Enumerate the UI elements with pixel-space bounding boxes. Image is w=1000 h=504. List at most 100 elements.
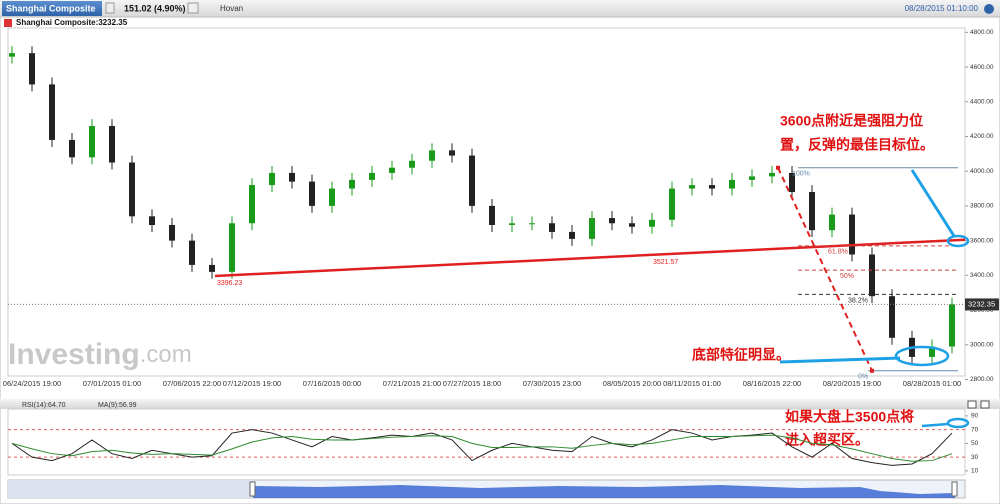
top-bar [0,0,1000,17]
timestamp: 08/28/2015 01:10:00 [905,4,979,13]
symbol-tab-label: Shanghai Composite [6,3,96,13]
fib-label: 38.2% [848,297,868,304]
highlight-ellipse [946,417,970,429]
x-tick-label: 08/11/2015 01:00 [663,379,721,388]
x-tick-label: 07/16/2015 00:00 [303,379,361,388]
candle-body [309,181,315,206]
main-layer: 4800.00 4600.00 4400.00 4200.00 4000.00 3800.… [3,29,999,388]
rsi-tick-label: 30 [971,454,979,461]
rsi-line [11,429,953,466]
fib-label: 0% [858,374,868,381]
candle-body [209,264,215,272]
x-tick-label: 07/06/2015 22:00 [163,379,221,388]
y-tick-label: 3600.00 [970,237,994,244]
candle-body [449,150,455,156]
candle-body [429,150,435,161]
x-tick-label: 07/30/2015 23:00 [523,379,581,388]
candle-body [609,218,615,224]
y-tick-label: 3000.00 [970,341,994,348]
candle-body [749,176,755,180]
x-tick-label: 08/05/2015 20:00 [603,379,661,388]
logo: Investing.com [8,338,192,371]
arrow-line [779,356,901,364]
y-tick-label: 2800.00 [970,376,994,383]
candle-body [269,172,275,186]
last-price-box [965,298,999,311]
candle-body [529,223,535,225]
candle-body [49,84,55,140]
candle-body [829,214,835,231]
last-price-label: 3232.35 [968,299,995,308]
rsi-tick-label: 50 [971,440,979,447]
candle-body [409,160,415,168]
logo-suffix: .com [140,341,192,368]
toggle[interactable] [187,2,199,14]
arrow-line [910,169,956,237]
candle-body [249,185,255,224]
candle-body [9,53,15,57]
logo-main: Investing [8,338,140,371]
rsi-header [0,399,1000,409]
candle-body [589,218,595,239]
annotation: 进入超买区。 [785,432,869,448]
y-tick-label: 4000.00 [970,168,994,175]
symbol-tab[interactable] [2,1,102,16]
rsi-line [11,434,953,462]
candle-body [129,162,135,217]
candle-body [889,296,895,338]
rsi-tick-label: 90 [971,413,979,420]
candle-body [369,172,375,180]
candle-body [869,254,875,297]
arrow-line [921,422,949,428]
candle-body [689,185,695,189]
candle-body [189,240,195,265]
candle-body [629,223,635,227]
y-tick-label: 4200.00 [970,133,994,140]
highlight-ellipse [946,234,970,248]
navigator-shade [8,480,253,498]
panel-button[interactable] [967,400,977,409]
x-tick-label: 08/28/2015 01:00 [903,379,961,388]
candle-body [109,126,115,163]
navigator-handle[interactable] [951,481,958,497]
navigator-area [253,485,955,498]
x-tick-label: 08/20/2015 19:00 [823,379,881,388]
fib-anchor [776,165,780,170]
candle-body [509,223,515,225]
support-label: 3521.57 [653,259,678,266]
candle-body [669,188,675,220]
fib-label: 61.8% [828,249,848,256]
candle-body [769,172,775,177]
frame [0,16,1000,504]
candle-body [289,172,295,182]
rsi-legend: MA(9):56.99 [98,402,137,409]
annotation: 如果大盘上3500点将 [785,409,914,425]
annotation: 置，反弹的最佳目标位。 [780,137,934,153]
candle-body [789,172,795,193]
dropdown[interactable] [105,2,115,14]
candle-body [29,53,35,85]
rsi-plot-area [7,408,966,476]
x-tick-label: 07/12/2015 19:00 [223,379,281,388]
fib-label: 50% [840,273,854,280]
settings-button[interactable] [984,4,994,14]
change: 151.02 (4.90%) [124,3,186,13]
candle-body [649,219,655,227]
candle-body [849,214,855,255]
panel-close[interactable] [980,400,990,409]
y-tick-label: 3400.00 [970,272,994,279]
x-tick-label: 07/01/2015 01:00 [83,379,141,388]
candle-body [149,216,155,225]
support-label: 3396.23 [217,280,242,287]
x-tick-label: 08/16/2015 22:00 [743,379,801,388]
highlight-ellipse [894,345,950,367]
y-tick-label: 4600.00 [970,64,994,71]
candle-body [709,185,715,189]
candle-body [489,205,495,225]
legend-icon [4,19,12,27]
navigator-handle[interactable] [249,481,256,497]
candle-body [69,139,75,158]
candle-body [809,192,815,231]
x-tick-label: 07/21/2015 21:00 [383,379,441,388]
